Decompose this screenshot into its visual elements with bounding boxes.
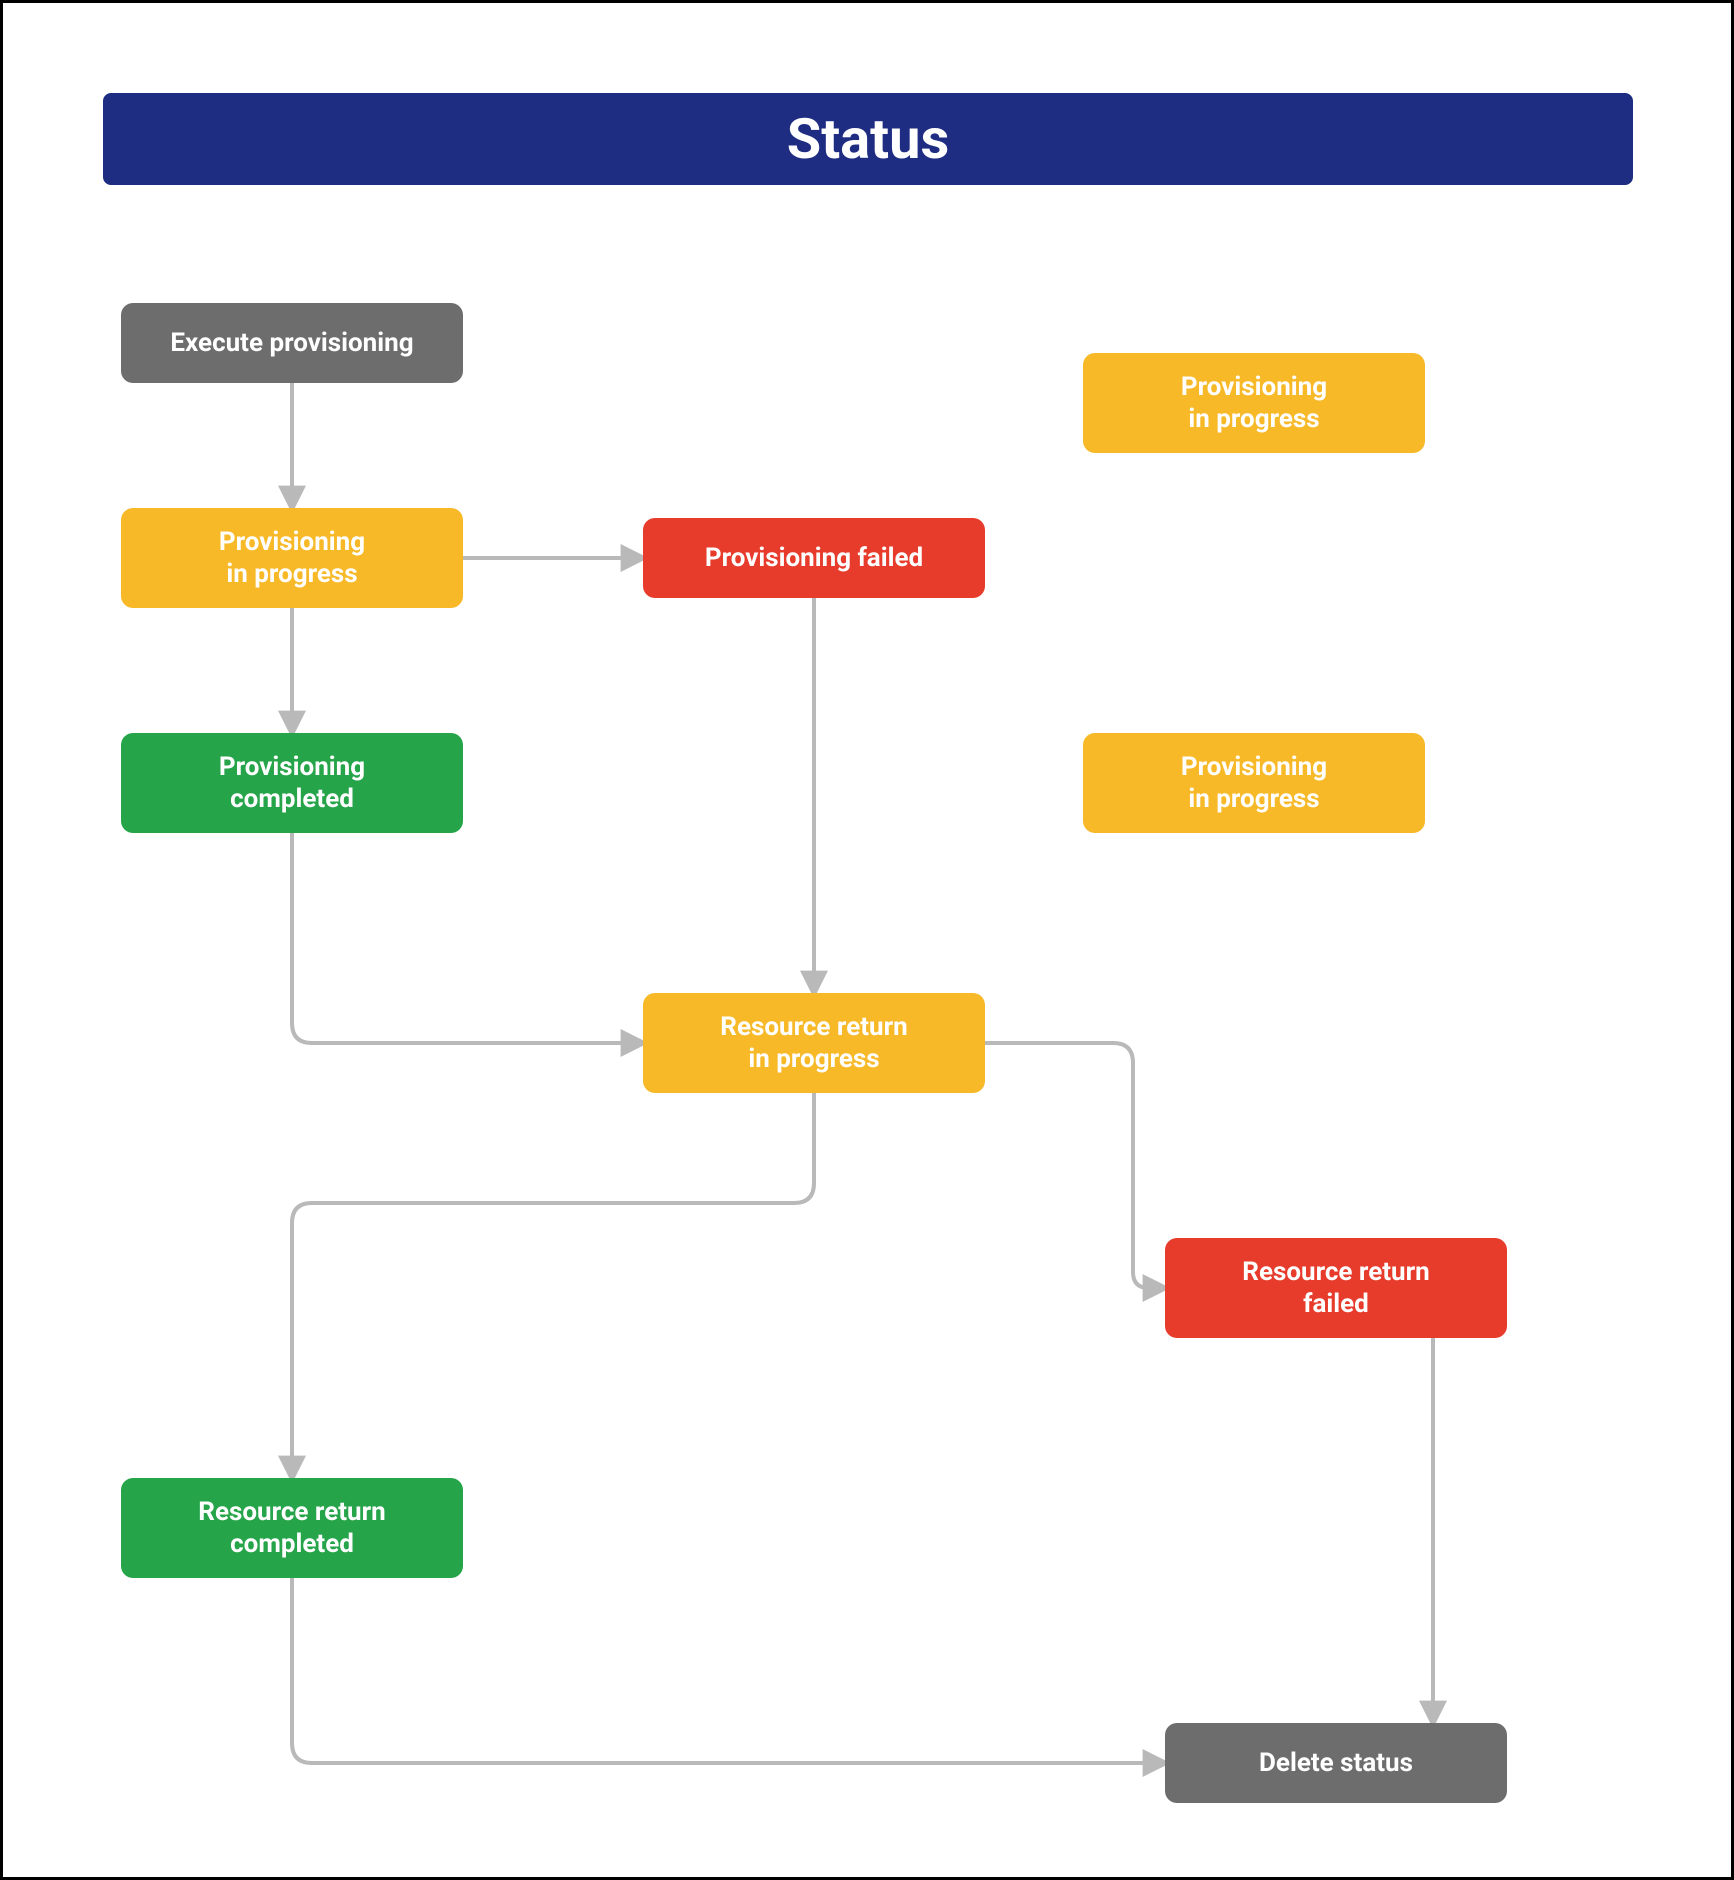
edges-layer [3, 3, 1731, 1877]
edge-prov_done-to-res_prog [292, 833, 643, 1043]
node-prov_fail: Provisioning failed [643, 518, 985, 598]
node-exec: Execute provisioning [121, 303, 463, 383]
node-prov_done: Provisioning completed [121, 733, 463, 833]
diagram-canvas: Status Execute provisioning Provisioning … [0, 0, 1734, 1880]
edge-res_done-to-delete [292, 1578, 1165, 1763]
edge-res_prog-to-res_done [292, 1093, 814, 1478]
node-res_fail: Resource return failed [1165, 1238, 1507, 1338]
node-legend2: Provisioning in progress [1083, 733, 1425, 833]
title-bar: Status [103, 93, 1633, 185]
node-res_done: Resource return completed [121, 1478, 463, 1578]
node-prov_prog: Provisioning in progress [121, 508, 463, 608]
node-delete: Delete status [1165, 1723, 1507, 1803]
edge-res_prog-to-res_fail [985, 1043, 1165, 1288]
node-res_prog: Resource return in progress [643, 993, 985, 1093]
node-legend1: Provisioning in progress [1083, 353, 1425, 453]
